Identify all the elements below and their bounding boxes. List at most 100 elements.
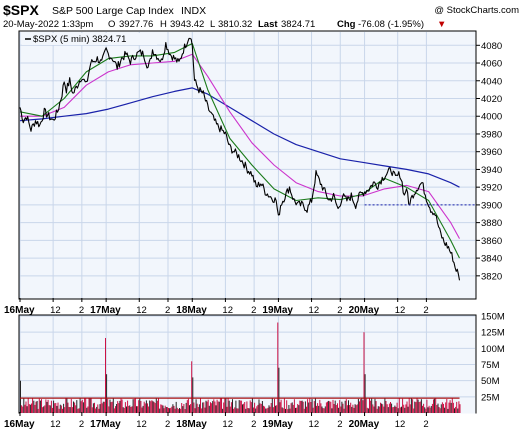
volume-bar <box>419 401 421 413</box>
volume-bar <box>170 407 172 413</box>
volume-bar <box>57 402 59 413</box>
legend-label: $SPX (5 min) 3824.71 <box>33 34 126 45</box>
volume-bar <box>68 407 70 413</box>
volume-bar <box>94 402 95 413</box>
volume-bar <box>78 408 80 413</box>
volume-bar <box>392 407 394 413</box>
y-tick-label: 4040 <box>481 76 502 87</box>
volume-bar <box>403 404 405 413</box>
volume-bar <box>203 402 205 413</box>
volume-bar <box>230 402 232 413</box>
volume-bar <box>81 399 83 413</box>
volume-bar <box>195 399 197 413</box>
volume-bar <box>115 406 116 413</box>
volume-bar <box>201 408 203 413</box>
volume-bar <box>50 400 52 413</box>
volume-bar <box>99 404 101 413</box>
volume-bar <box>376 408 378 413</box>
volume-bar <box>310 402 312 413</box>
volume-bar <box>375 401 377 413</box>
volume-bar <box>362 400 364 413</box>
x-tick-label: 12 <box>395 305 406 316</box>
volume-bar <box>439 408 441 413</box>
volume-bar <box>340 406 342 413</box>
volume-bar <box>351 406 353 413</box>
volume-bar <box>133 398 135 413</box>
volume-bar <box>380 402 381 413</box>
volume-bar <box>97 404 99 413</box>
x-tick-label: 12 <box>395 419 406 430</box>
volume-bar <box>101 403 103 413</box>
volume-bar <box>117 401 119 413</box>
volume-bar <box>268 405 270 413</box>
ma-mid-line <box>20 53 460 239</box>
x-tick-label: 20May <box>349 419 380 430</box>
volume-bar <box>279 402 281 413</box>
volume-bar <box>424 407 426 413</box>
volume-bar <box>223 402 225 413</box>
volume-bar <box>250 402 252 413</box>
x-axis-bottom: 16May 12 2 17May 12 2 18May 12 2 19May 12 2 20May 12 2 <box>0 412 525 430</box>
volume-bar <box>38 398 40 413</box>
volume-bar <box>306 406 307 413</box>
volume-bar <box>194 408 196 413</box>
volume-bar <box>214 401 216 413</box>
volume-bar <box>191 361 193 413</box>
volume-bar <box>120 398 122 413</box>
volume-bar <box>385 401 387 413</box>
volume-bar <box>323 408 325 413</box>
volume-bars <box>20 322 461 413</box>
volume-bar <box>145 400 147 413</box>
x-tick-label: 18May <box>176 305 207 316</box>
chart-symbol: $SPX <box>3 2 39 18</box>
volume-bar <box>422 405 423 413</box>
volume-bar <box>355 405 357 413</box>
volume-bar <box>334 400 336 413</box>
volume-bar <box>43 406 45 413</box>
volume-bar <box>185 402 187 413</box>
volume-bar <box>29 404 31 413</box>
volume-bar <box>393 407 395 413</box>
volume-bar <box>126 406 127 413</box>
volume-bar <box>313 401 315 413</box>
x-tick-label: 2 <box>165 419 170 430</box>
volume-bar <box>264 406 266 413</box>
volume-bar <box>440 404 442 413</box>
volume-bar <box>121 399 123 413</box>
volume-bar <box>314 398 316 413</box>
volume-bar <box>308 402 310 413</box>
volume-bar <box>278 367 280 413</box>
volume-bar <box>416 397 418 413</box>
volume-bar <box>267 407 269 413</box>
volume-bar <box>388 403 390 413</box>
volume-bar <box>258 399 260 413</box>
x-tick-label: 12 <box>309 419 320 430</box>
volume-bar <box>239 400 241 413</box>
ma-fast-line <box>19 42 460 259</box>
volume-bar <box>32 398 34 413</box>
volume-bar <box>130 407 132 413</box>
volume-bar <box>242 404 243 413</box>
volume-bar <box>108 406 110 413</box>
y-tick-label: 75M <box>481 360 500 371</box>
volume-bar <box>349 405 351 413</box>
volume-bar <box>456 401 458 413</box>
volume-bar <box>228 400 230 413</box>
volume-bar <box>39 400 41 413</box>
volume-bar <box>342 403 344 413</box>
y-tick-label: 100M <box>481 344 505 355</box>
volume-bar <box>85 398 87 413</box>
volume-bar <box>205 400 207 413</box>
volume-bar <box>374 398 376 413</box>
volume-bar <box>367 408 369 413</box>
volume-bar <box>240 400 242 413</box>
volume-bar <box>187 398 189 413</box>
volume-bar <box>277 322 279 413</box>
volume-bar <box>283 398 285 413</box>
volume-bar <box>210 402 211 413</box>
volume-bar <box>20 380 21 413</box>
volume-bar <box>132 399 134 413</box>
high-label: H <box>160 19 167 30</box>
volume-bar <box>164 405 166 413</box>
volume-bar <box>325 402 327 413</box>
